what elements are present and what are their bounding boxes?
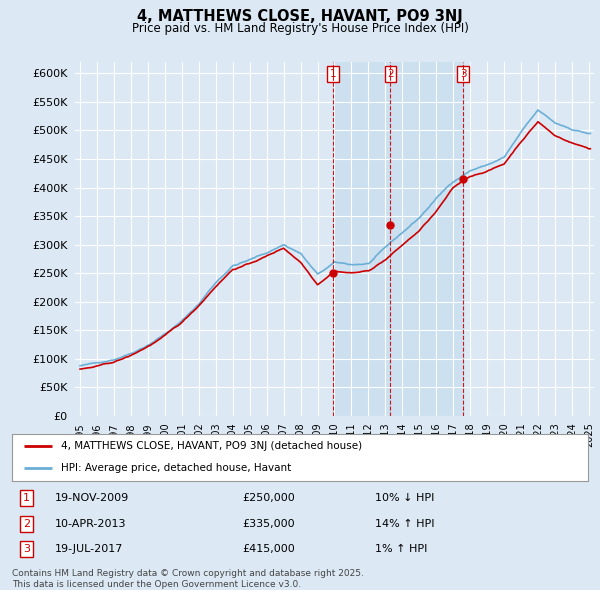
Text: 1: 1: [329, 69, 336, 79]
Text: 1: 1: [23, 493, 30, 503]
Text: 10% ↓ HPI: 10% ↓ HPI: [375, 493, 434, 503]
Text: Contains HM Land Registry data © Crown copyright and database right 2025.
This d: Contains HM Land Registry data © Crown c…: [12, 569, 364, 589]
Text: 2: 2: [23, 519, 30, 529]
Text: 10-APR-2013: 10-APR-2013: [55, 519, 127, 529]
Text: 3: 3: [23, 544, 30, 554]
Text: 19-JUL-2017: 19-JUL-2017: [55, 544, 124, 554]
Text: Price paid vs. HM Land Registry's House Price Index (HPI): Price paid vs. HM Land Registry's House …: [131, 22, 469, 35]
Text: £335,000: £335,000: [242, 519, 295, 529]
Text: 1% ↑ HPI: 1% ↑ HPI: [375, 544, 427, 554]
Text: 2: 2: [387, 69, 394, 79]
Text: 4, MATTHEWS CLOSE, HAVANT, PO9 3NJ: 4, MATTHEWS CLOSE, HAVANT, PO9 3NJ: [137, 9, 463, 24]
Text: 4, MATTHEWS CLOSE, HAVANT, PO9 3NJ (detached house): 4, MATTHEWS CLOSE, HAVANT, PO9 3NJ (deta…: [61, 441, 362, 451]
Text: £415,000: £415,000: [242, 544, 295, 554]
Text: 14% ↑ HPI: 14% ↑ HPI: [375, 519, 434, 529]
Text: 3: 3: [460, 69, 467, 79]
Text: 19-NOV-2009: 19-NOV-2009: [55, 493, 130, 503]
Text: £250,000: £250,000: [242, 493, 295, 503]
Text: HPI: Average price, detached house, Havant: HPI: Average price, detached house, Hava…: [61, 463, 291, 473]
Bar: [333, 62, 463, 416]
